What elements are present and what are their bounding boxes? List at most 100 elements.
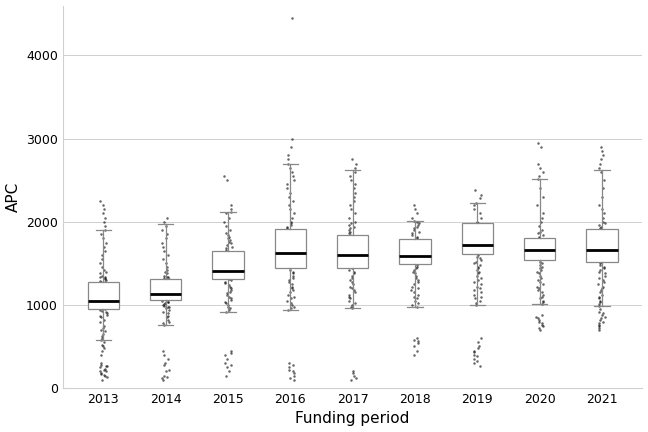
Point	[408, 293, 419, 300]
Point	[595, 267, 605, 273]
Point	[95, 281, 106, 288]
Point	[407, 248, 417, 255]
Point	[101, 239, 111, 246]
Point	[163, 273, 173, 280]
Point	[95, 270, 106, 277]
Point	[469, 292, 479, 299]
Point	[101, 293, 111, 300]
Point	[598, 283, 608, 290]
Point	[222, 356, 232, 362]
Point	[226, 361, 237, 368]
Point	[469, 206, 479, 213]
Point	[413, 285, 423, 292]
Point	[475, 255, 485, 262]
Point	[99, 316, 110, 323]
Point	[95, 368, 105, 375]
Point	[469, 260, 479, 267]
Point	[533, 176, 543, 183]
Point	[95, 337, 106, 343]
Point	[224, 238, 234, 245]
Point	[97, 376, 108, 383]
Point	[474, 195, 485, 202]
Point	[351, 233, 361, 240]
Point	[95, 318, 105, 325]
Point	[472, 235, 483, 242]
Point	[596, 223, 606, 230]
Point	[594, 320, 605, 327]
Point	[223, 302, 233, 308]
Point	[163, 299, 173, 306]
Point	[159, 272, 169, 279]
Point	[535, 218, 546, 225]
Point	[534, 318, 544, 325]
Point	[288, 172, 298, 179]
Point	[594, 261, 605, 268]
Point	[413, 292, 423, 299]
Point	[535, 261, 545, 268]
Point	[344, 214, 354, 221]
Point	[97, 285, 108, 292]
Point	[599, 263, 609, 270]
Point	[347, 261, 358, 268]
Point	[474, 343, 484, 350]
Point	[159, 248, 170, 254]
Point	[226, 296, 236, 303]
Point	[225, 237, 235, 244]
Point	[474, 237, 484, 244]
Point	[282, 240, 292, 247]
Point	[286, 245, 296, 252]
Point	[347, 278, 358, 285]
Point	[476, 238, 486, 245]
Point	[533, 276, 543, 283]
Point	[97, 251, 107, 258]
Point	[475, 261, 485, 268]
Point	[282, 297, 292, 304]
Point	[99, 300, 110, 307]
Point	[472, 218, 482, 225]
Point	[595, 289, 605, 296]
Point	[594, 248, 604, 255]
Point	[159, 321, 169, 328]
Point	[472, 276, 483, 283]
Point	[96, 351, 106, 358]
Point	[597, 276, 608, 283]
Point	[284, 235, 294, 242]
Point	[532, 241, 542, 248]
Point	[349, 300, 360, 307]
Point	[220, 280, 230, 287]
Point	[474, 222, 484, 229]
Point	[349, 194, 359, 200]
Point	[159, 285, 169, 292]
Point	[224, 251, 234, 258]
Point	[221, 300, 231, 307]
Point	[349, 223, 359, 230]
Point	[594, 302, 604, 309]
Point	[95, 289, 105, 296]
Point	[283, 306, 293, 313]
Point	[472, 353, 482, 360]
Point	[351, 160, 362, 167]
Point	[344, 267, 354, 273]
Point	[224, 227, 235, 234]
Point	[347, 241, 358, 248]
Point	[350, 218, 360, 225]
Point	[473, 263, 483, 270]
Point	[600, 270, 610, 277]
Point	[100, 279, 111, 286]
Point	[532, 251, 542, 258]
Point	[284, 276, 294, 283]
Point	[284, 366, 294, 373]
Point	[286, 227, 296, 234]
Point	[531, 268, 542, 275]
Point	[284, 255, 294, 262]
Point	[102, 374, 112, 381]
Point	[100, 248, 110, 254]
Point	[346, 220, 356, 227]
Point	[599, 250, 609, 257]
Point	[159, 351, 169, 358]
Point	[222, 241, 233, 248]
Point	[407, 241, 417, 248]
Point	[596, 258, 606, 265]
Point	[409, 217, 419, 224]
Point	[288, 268, 299, 275]
